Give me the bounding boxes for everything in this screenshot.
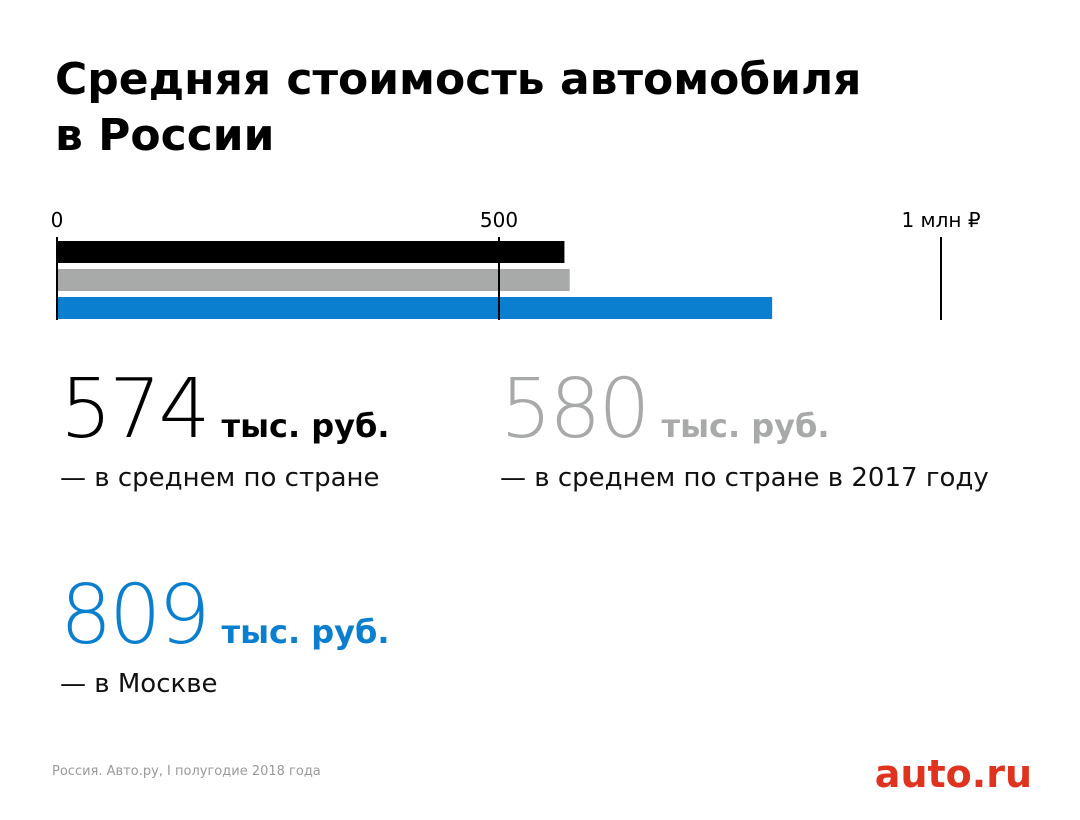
value-label: 574 xyxy=(60,362,211,457)
value-block: 580 тыс. руб. — в среднем по стране в 2017… xyxy=(500,362,989,493)
category-label: — в среднем по стране xyxy=(60,463,380,493)
x-tick-label: 1 млн ₽ xyxy=(901,208,980,232)
value-line: 574 тыс. руб. xyxy=(60,362,390,457)
bar xyxy=(57,269,570,291)
unit-label: тыс. руб. xyxy=(661,407,830,445)
chart: 0 500 1 млн ₽ xyxy=(51,208,981,320)
category-label: — в среднем по стране в 2017 году xyxy=(500,463,989,493)
value-block: 574 тыс. руб. — в среднем по стране xyxy=(60,362,390,493)
value-label: 580 xyxy=(500,362,651,457)
value-line: 580 тыс. руб. xyxy=(500,362,989,457)
bar xyxy=(57,297,773,319)
x-tick-label: 500 xyxy=(480,208,518,232)
value-block: 809 тыс. руб. — в Москве xyxy=(60,568,390,699)
value-label: 809 xyxy=(60,568,211,663)
unit-label: тыс. руб. xyxy=(221,407,390,445)
x-tick-label: 0 xyxy=(51,208,64,232)
chart-title: Средняя стоимость автомобиля в России xyxy=(55,54,862,161)
logo[interactable]: auto.ru xyxy=(874,752,1032,796)
category-label: — в Москве xyxy=(60,669,218,699)
source: Россия. Авто.ру, I полугодие 2018 года xyxy=(52,764,321,779)
value-line: 809 тыс. руб. xyxy=(60,568,390,663)
bar xyxy=(57,241,565,263)
unit-label: тыс. руб. xyxy=(221,613,390,651)
